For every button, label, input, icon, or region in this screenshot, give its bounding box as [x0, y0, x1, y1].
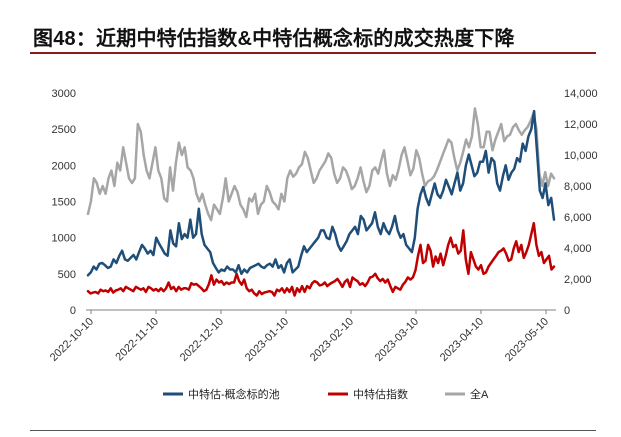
left-axis-tick-label: 0 [70, 305, 76, 317]
x-axis-tick-label: 2022-11-10 [113, 316, 161, 364]
left-axis-tick-label: 2500 [52, 124, 76, 136]
legend: 中特估-概念标的池 中特估指数 全A [163, 387, 489, 401]
x-axis-tick-label: 2023-01-10 [243, 316, 291, 364]
right-axis: 0 2,000 4,000 6,000 8,000 10,000 12,000 14,000 [564, 88, 598, 317]
right-axis-tick-label: 14,000 [564, 88, 598, 100]
title-underline [30, 52, 596, 54]
legend-label: 中特估-概念标的池 [188, 387, 280, 401]
x-axis-tick-label: 2022-10-10 [48, 316, 96, 364]
x-axis-tick-label: 2023-03-10 [373, 316, 421, 364]
x-axis-tick-label: 2023-02-10 [308, 316, 356, 364]
legend-label: 全A [470, 387, 489, 401]
series-layer [86, 107, 556, 297]
right-axis-tick-label: 2,000 [564, 274, 592, 286]
x-axis: 2022-10-10 2022-11-10 2022-12-10 2023-01-10… [48, 310, 551, 364]
left-axis-tick-label: 1000 [52, 233, 76, 245]
legend-label: 中特估指数 [353, 387, 408, 401]
left-axis-tick-label: 500 [58, 269, 76, 281]
right-axis-tick-label: 12,000 [564, 119, 598, 131]
chart-title: 图48：近期中特估指数&中特估概念标的成交热度下降 [33, 28, 515, 50]
left-axis-tick-label: 2000 [52, 160, 76, 172]
left-axis-tick-label: 1500 [52, 197, 76, 209]
right-axis-tick-label: 6,000 [564, 212, 592, 224]
left-axis-tick-label: 3000 [52, 88, 76, 100]
series-line-0 [86, 109, 556, 277]
bottom-rule [30, 430, 596, 431]
series-line-2 [86, 107, 556, 222]
right-axis-tick-label: 8,000 [564, 181, 592, 193]
x-axis-tick-label: 2023-05-10 [503, 316, 551, 364]
right-axis-tick-label: 10,000 [564, 150, 598, 162]
right-axis-tick-label: 0 [564, 305, 570, 317]
right-axis-tick-label: 4,000 [564, 243, 592, 255]
series-line-1 [86, 221, 556, 297]
x-axis-tick-label: 2022-12-10 [178, 316, 226, 364]
x-axis-tick-label: 2023-04-10 [438, 316, 486, 364]
left-axis: 0 500 1000 1500 2000 2500 3000 [52, 88, 76, 317]
